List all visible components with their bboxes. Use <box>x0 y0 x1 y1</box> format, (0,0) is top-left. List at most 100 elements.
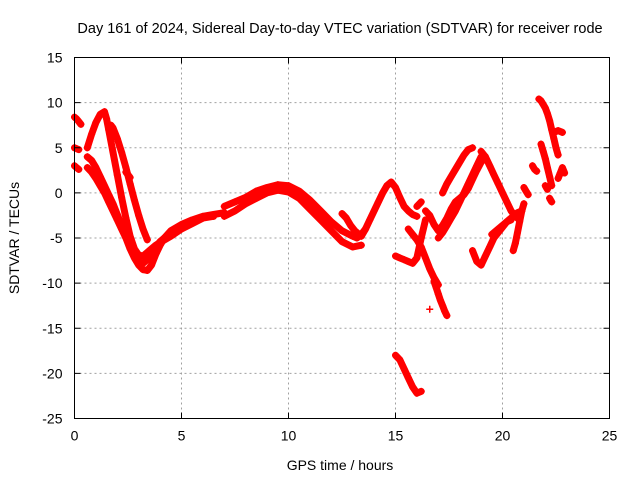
data-point <box>75 146 83 154</box>
data-point <box>130 196 138 204</box>
data-point <box>404 374 412 382</box>
series-arc-30 <box>541 182 551 193</box>
data-point <box>554 174 562 182</box>
data-point <box>392 183 399 191</box>
series-arc-8 <box>122 168 134 182</box>
data-point <box>541 104 549 112</box>
data-point <box>546 173 554 181</box>
data-point <box>441 307 449 315</box>
data-point <box>327 218 335 226</box>
data-point <box>118 148 126 156</box>
series-arc-18 <box>392 351 425 397</box>
series-arc-21 <box>439 144 477 197</box>
data-point <box>443 221 451 229</box>
data-point <box>351 227 359 235</box>
data-point <box>396 356 404 364</box>
data-point <box>96 173 104 181</box>
data-point <box>231 207 239 215</box>
data-point <box>169 227 177 235</box>
data-point <box>404 225 412 233</box>
y-tick-label: 10 <box>47 95 63 111</box>
data-point <box>349 243 357 251</box>
series-arc-6 <box>83 153 177 267</box>
data-point <box>396 254 404 262</box>
data-point <box>118 193 126 201</box>
data-point <box>317 207 325 215</box>
series-arc-27 <box>528 162 541 175</box>
data-point <box>413 236 421 244</box>
y-tick-label: -20 <box>42 365 62 381</box>
data-point <box>469 247 477 255</box>
series-arc-33 <box>554 164 569 182</box>
data-point <box>357 241 365 249</box>
data-point <box>533 167 541 175</box>
data-point <box>477 147 485 155</box>
data-point <box>486 162 494 170</box>
data-point <box>285 182 292 190</box>
data-point <box>392 351 399 359</box>
x-tick-label: 20 <box>495 428 511 444</box>
data-point <box>409 383 417 391</box>
data-point <box>210 211 218 219</box>
y-tick-label: 5 <box>55 140 63 156</box>
data-points-layer <box>71 95 569 397</box>
data-point <box>518 207 526 215</box>
data-point <box>342 214 350 222</box>
data-point <box>548 198 556 206</box>
data-point <box>263 189 271 197</box>
data-point <box>558 128 566 136</box>
data-point <box>539 100 547 108</box>
data-point <box>109 148 117 156</box>
data-point <box>436 296 444 304</box>
data-point <box>404 257 412 265</box>
ticks-layer: 0 5 10 15 20 25 15 10 5 0 -5 -10 -15 -20 -25 <box>42 50 617 444</box>
data-point <box>443 180 451 188</box>
series-arc-12 <box>338 210 363 238</box>
series-arc-11 <box>357 178 421 240</box>
data-point <box>421 216 429 224</box>
data-point <box>362 225 370 233</box>
data-point <box>139 266 147 274</box>
data-point <box>400 202 408 210</box>
data-point <box>417 243 425 251</box>
data-point <box>520 200 528 208</box>
data-point <box>434 234 442 242</box>
data-point <box>77 120 85 128</box>
data-point <box>558 164 566 172</box>
data-point <box>413 212 421 220</box>
data-point <box>421 254 429 262</box>
x-tick-label: 0 <box>71 428 79 444</box>
data-point <box>252 187 260 195</box>
data-point <box>499 189 506 197</box>
data-point <box>486 243 494 251</box>
data-point <box>426 305 434 313</box>
data-point <box>96 110 104 118</box>
data-point <box>396 193 404 201</box>
data-point <box>274 186 282 194</box>
data-point <box>118 221 126 229</box>
data-point <box>561 169 569 177</box>
data-point <box>541 155 549 163</box>
data-point <box>285 188 292 196</box>
data-point <box>370 207 378 215</box>
data-point <box>464 180 472 188</box>
data-point <box>460 189 468 197</box>
data-point <box>477 261 485 269</box>
data-point <box>83 144 91 152</box>
data-point <box>432 284 440 292</box>
y-axis-label: SDTVAR / TECUs <box>6 182 22 294</box>
data-point <box>366 216 374 224</box>
y-tick-label: -25 <box>42 411 62 427</box>
y-tick-label: 0 <box>55 185 63 201</box>
data-point <box>439 229 447 237</box>
data-point <box>295 194 303 202</box>
data-point <box>148 250 156 258</box>
data-point <box>400 256 408 264</box>
x-tick-label: 15 <box>388 428 404 444</box>
data-point <box>509 212 517 220</box>
data-point <box>349 232 357 240</box>
chart-title: Day 161 of 2024, Sidereal Day-to-day VTE… <box>77 21 602 37</box>
series-trace <box>535 95 562 159</box>
data-point <box>122 214 130 222</box>
series-arc-29 <box>537 140 556 190</box>
